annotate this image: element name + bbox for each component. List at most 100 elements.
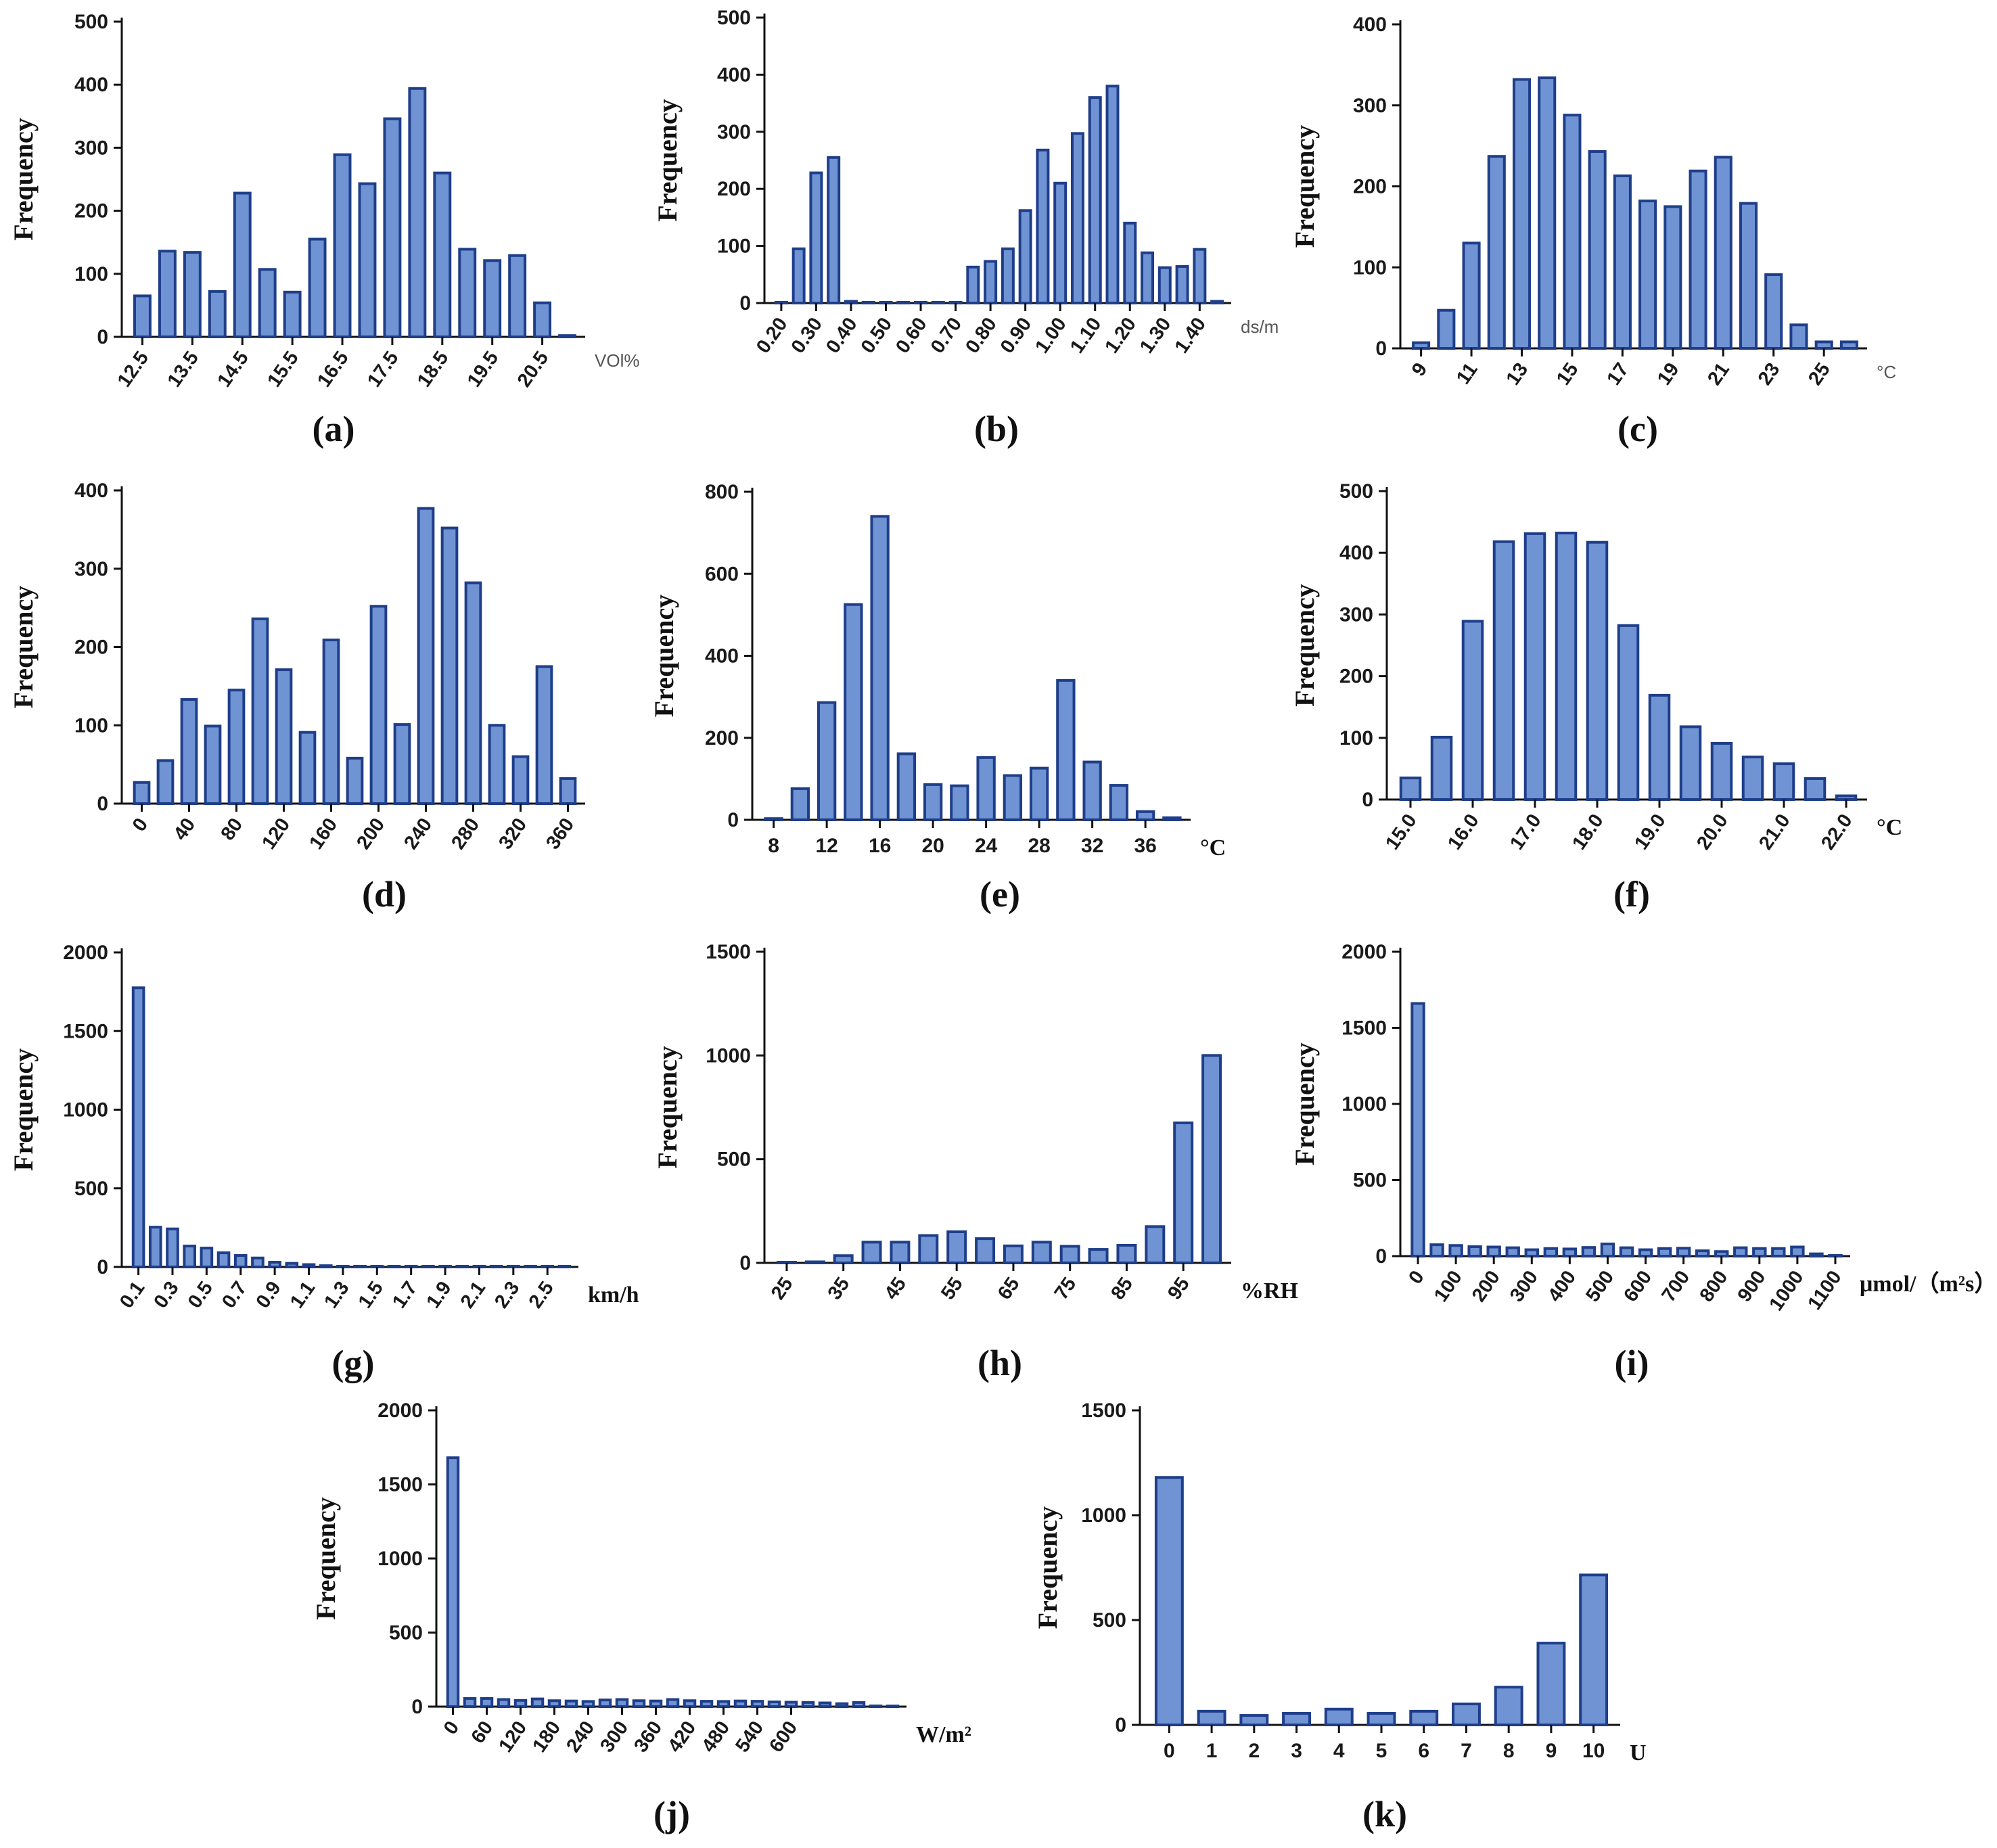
- histogram-bar: [1714, 156, 1732, 350]
- histogram-bar: [408, 87, 427, 339]
- y-axis-label: Frequency: [652, 1046, 683, 1168]
- histogram-bar: [463, 1696, 477, 1709]
- histogram-bar: [581, 1700, 595, 1708]
- histogram-bar: [208, 290, 227, 338]
- y-tick-label: 100: [1353, 256, 1387, 279]
- histogram-bar: [421, 1265, 435, 1268]
- x-tick-label: 0.7: [218, 1278, 251, 1312]
- x-unit-label: W/m²: [916, 1722, 971, 1747]
- histogram-bar: [557, 1265, 572, 1268]
- histogram-bar: [1056, 678, 1076, 821]
- histogram-bar: [666, 1698, 680, 1709]
- histogram-bar: [180, 698, 198, 805]
- x-tick-label: 17: [1603, 359, 1633, 390]
- histogram-bar: [1588, 150, 1607, 350]
- histogram-bar: [1430, 735, 1453, 801]
- histogram-bar: [1282, 1711, 1311, 1726]
- x-tick-label: 3: [1291, 1740, 1302, 1762]
- histogram-bar: [1003, 774, 1023, 822]
- y-tick-label: 100: [1339, 727, 1373, 749]
- histogram-bar: [1409, 1709, 1439, 1727]
- histogram-bar: [1505, 1246, 1520, 1257]
- histogram-bar: [1772, 762, 1795, 802]
- x-tick-label: 1000: [1765, 1267, 1808, 1315]
- y-tick-label: 400: [717, 64, 751, 86]
- x-tick-label: 18.0: [1568, 810, 1608, 854]
- histogram-bar: [852, 1701, 866, 1708]
- histogram-bar: [541, 1265, 555, 1268]
- histogram-bar: [1082, 760, 1102, 822]
- x-tick-label: 32: [1081, 835, 1103, 857]
- histogram-bar: [497, 1698, 511, 1709]
- x-tick-label: 0.20: [752, 314, 792, 358]
- histogram-bar: [1105, 85, 1120, 304]
- x-tick-label: 65: [994, 1274, 1024, 1304]
- x-tick-label: 1.9: [422, 1278, 455, 1312]
- y-tick-label: 1500: [1341, 1017, 1387, 1040]
- histogram-bar: [1617, 624, 1640, 801]
- histogram-bar: [1412, 341, 1431, 350]
- y-axis-label: Frequency: [1289, 584, 1320, 706]
- x-tick-label: 120: [495, 1717, 531, 1757]
- x-tick-label: 240: [400, 814, 436, 854]
- x-tick-label: 1.30: [1136, 314, 1176, 358]
- histogram-bar: [455, 1265, 469, 1268]
- y-tick-label: 0: [1115, 1714, 1126, 1736]
- histogram-bar: [1638, 1248, 1653, 1258]
- x-tick-label: 15: [1553, 359, 1583, 390]
- histogram-bar: [133, 294, 152, 339]
- histogram-bar: [615, 1698, 629, 1709]
- histogram-bar: [233, 191, 252, 338]
- histogram-bar: [950, 784, 969, 822]
- histogram-bar: [1695, 1249, 1710, 1257]
- y-tick-label: 0: [411, 1696, 423, 1718]
- chart-panel-g: 0 500 1000 1500 2000 Frequency 0.1 0.3 0.5 0.7 0.9…: [8, 942, 639, 1383]
- histogram-bar: [1562, 1247, 1578, 1258]
- x-tick-label: 13: [1502, 359, 1533, 390]
- histogram-bar: [817, 701, 837, 822]
- histogram-bar: [1538, 76, 1557, 350]
- histogram-bar: [383, 117, 402, 338]
- x-tick-label: 21: [1703, 359, 1734, 390]
- x-tick-label: 0: [129, 814, 152, 836]
- x-tick-label: 540: [731, 1717, 768, 1757]
- histogram-bar: [513, 1699, 528, 1709]
- histogram-bar: [870, 515, 890, 821]
- histogram-bar: [559, 777, 577, 805]
- y-tick-label: 0: [739, 292, 751, 315]
- histogram-bar: [861, 301, 875, 304]
- x-tick-label: 2: [1248, 1740, 1260, 1762]
- histogram-bar: [844, 603, 863, 821]
- histogram-bar: [275, 668, 293, 805]
- y-tick-label: 0: [727, 809, 739, 831]
- histogram-bar: [914, 301, 928, 304]
- histogram-bar: [1789, 323, 1808, 350]
- histogram-bar: [370, 1265, 384, 1268]
- histogram-bar: [1461, 620, 1484, 801]
- x-tick-label: 24: [975, 835, 998, 857]
- x-tick-label: 0: [1404, 1267, 1428, 1289]
- x-tick-label: 1.20: [1101, 314, 1141, 358]
- y-tick-label: 200: [705, 727, 739, 749]
- histogram-bar: [1619, 1246, 1634, 1257]
- histogram-bar: [1109, 784, 1129, 821]
- histogram-bar: [750, 1700, 764, 1708]
- y-axis-label: Frequency: [311, 1497, 341, 1619]
- histogram-bar: [869, 1704, 883, 1709]
- histogram-bar: [1154, 1476, 1184, 1726]
- x-tick-label: 7: [1461, 1740, 1472, 1762]
- x-tick-label: 25: [1804, 359, 1835, 390]
- histogram-bar: [464, 581, 482, 806]
- histogram-bar: [886, 1705, 900, 1708]
- histogram-bar: [298, 731, 317, 805]
- y-tick-label: 500: [717, 7, 751, 29]
- y-tick-label: 1000: [1081, 1504, 1126, 1527]
- histogram-bar: [336, 1265, 350, 1268]
- histogram-bar: [558, 334, 576, 338]
- histogram-bar: [472, 1265, 486, 1268]
- histogram-bar: [433, 171, 452, 338]
- histogram-bar: [1053, 181, 1068, 305]
- histogram-bar: [1437, 308, 1456, 350]
- x-tick-label: 5: [1376, 1740, 1387, 1762]
- histogram-bar: [1689, 169, 1707, 350]
